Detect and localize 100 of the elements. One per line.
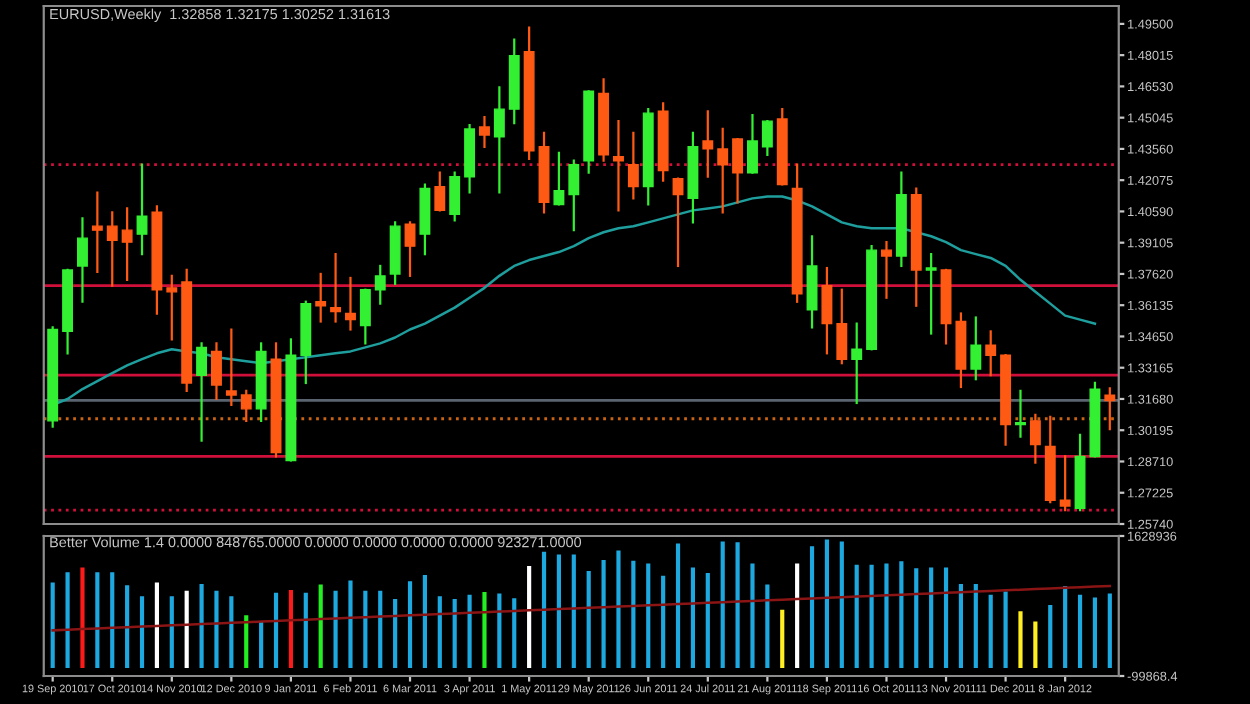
bar — [512, 598, 517, 668]
bar — [363, 590, 368, 668]
candlestick — [345, 276, 356, 331]
bar — [318, 584, 323, 668]
bar — [378, 590, 383, 668]
bar — [333, 590, 338, 668]
bar — [229, 596, 234, 668]
candlestick — [106, 211, 118, 287]
bar — [1107, 593, 1112, 668]
candlestick — [91, 191, 103, 273]
candlestick — [240, 389, 252, 422]
bar — [527, 566, 532, 668]
bar — [393, 598, 398, 668]
bar — [125, 585, 130, 668]
candlestick — [211, 342, 222, 401]
candlestick — [806, 235, 818, 329]
bar — [839, 541, 844, 668]
bar — [675, 543, 681, 668]
candlestick — [613, 120, 624, 212]
candlestick — [732, 137, 744, 204]
bar — [1092, 597, 1098, 668]
bar — [795, 563, 800, 668]
candlestick — [553, 151, 565, 206]
bar — [154, 582, 159, 668]
bar — [869, 564, 874, 668]
bar — [824, 539, 830, 668]
bar — [854, 564, 859, 668]
candlestick — [464, 124, 476, 194]
candlestick — [955, 312, 967, 389]
bar — [780, 609, 785, 668]
candlestick — [374, 264, 386, 305]
bar — [631, 560, 636, 668]
bar — [169, 596, 174, 668]
bar — [943, 567, 949, 668]
candlestick — [1104, 387, 1116, 431]
bar — [1018, 611, 1023, 668]
bar — [616, 550, 621, 668]
line-series — [51, 584, 1112, 632]
bar — [929, 567, 934, 668]
candlestick — [449, 171, 461, 222]
bar — [65, 572, 70, 668]
candlestick — [315, 272, 327, 323]
candlestick — [627, 131, 639, 200]
candlestick — [136, 163, 148, 256]
candlestick — [881, 241, 892, 299]
bar — [586, 570, 591, 668]
candlestick — [121, 207, 133, 281]
bar — [1077, 594, 1083, 668]
bar — [437, 596, 442, 668]
candlestick — [851, 322, 863, 405]
bar — [720, 541, 725, 668]
candlestick — [1029, 413, 1041, 464]
candlestick — [479, 116, 490, 148]
candlestick — [1059, 455, 1071, 512]
bar — [273, 592, 279, 668]
bar — [244, 615, 249, 668]
candlestick — [166, 274, 178, 341]
bar — [407, 581, 413, 668]
candlestick — [970, 316, 982, 381]
candlestick — [225, 328, 237, 406]
candlestick — [761, 120, 773, 156]
bar — [690, 567, 695, 668]
candlestick — [717, 127, 729, 214]
candlestick — [419, 183, 431, 256]
bar — [705, 573, 710, 668]
bar — [884, 563, 889, 668]
bar — [50, 582, 55, 668]
bar — [571, 554, 576, 668]
candlestick — [925, 253, 937, 335]
bar — [973, 583, 978, 668]
candlestick — [389, 221, 401, 285]
candlestick — [985, 330, 997, 377]
candlestick — [434, 171, 446, 212]
bar — [899, 561, 904, 668]
candlestick — [493, 86, 505, 194]
candlestick — [747, 113, 758, 174]
bar — [422, 575, 427, 668]
bar — [556, 554, 561, 668]
candlestick — [702, 110, 714, 178]
candlestick — [836, 288, 848, 365]
bar — [646, 563, 651, 668]
bar — [1033, 621, 1038, 668]
bar — [958, 583, 964, 668]
bar — [184, 590, 189, 668]
candlestick — [672, 177, 684, 268]
bar — [288, 590, 293, 668]
candlestick — [359, 288, 371, 345]
bar — [601, 560, 606, 668]
bar — [1048, 605, 1053, 668]
bar — [988, 594, 993, 668]
bar — [80, 567, 85, 668]
candlestick — [568, 159, 580, 232]
bar — [303, 592, 308, 668]
bar — [95, 572, 100, 668]
candlestick — [821, 266, 833, 355]
bar — [541, 551, 547, 668]
bar — [735, 542, 740, 668]
bar — [139, 596, 145, 668]
bar — [1063, 585, 1068, 668]
bar — [214, 590, 219, 668]
